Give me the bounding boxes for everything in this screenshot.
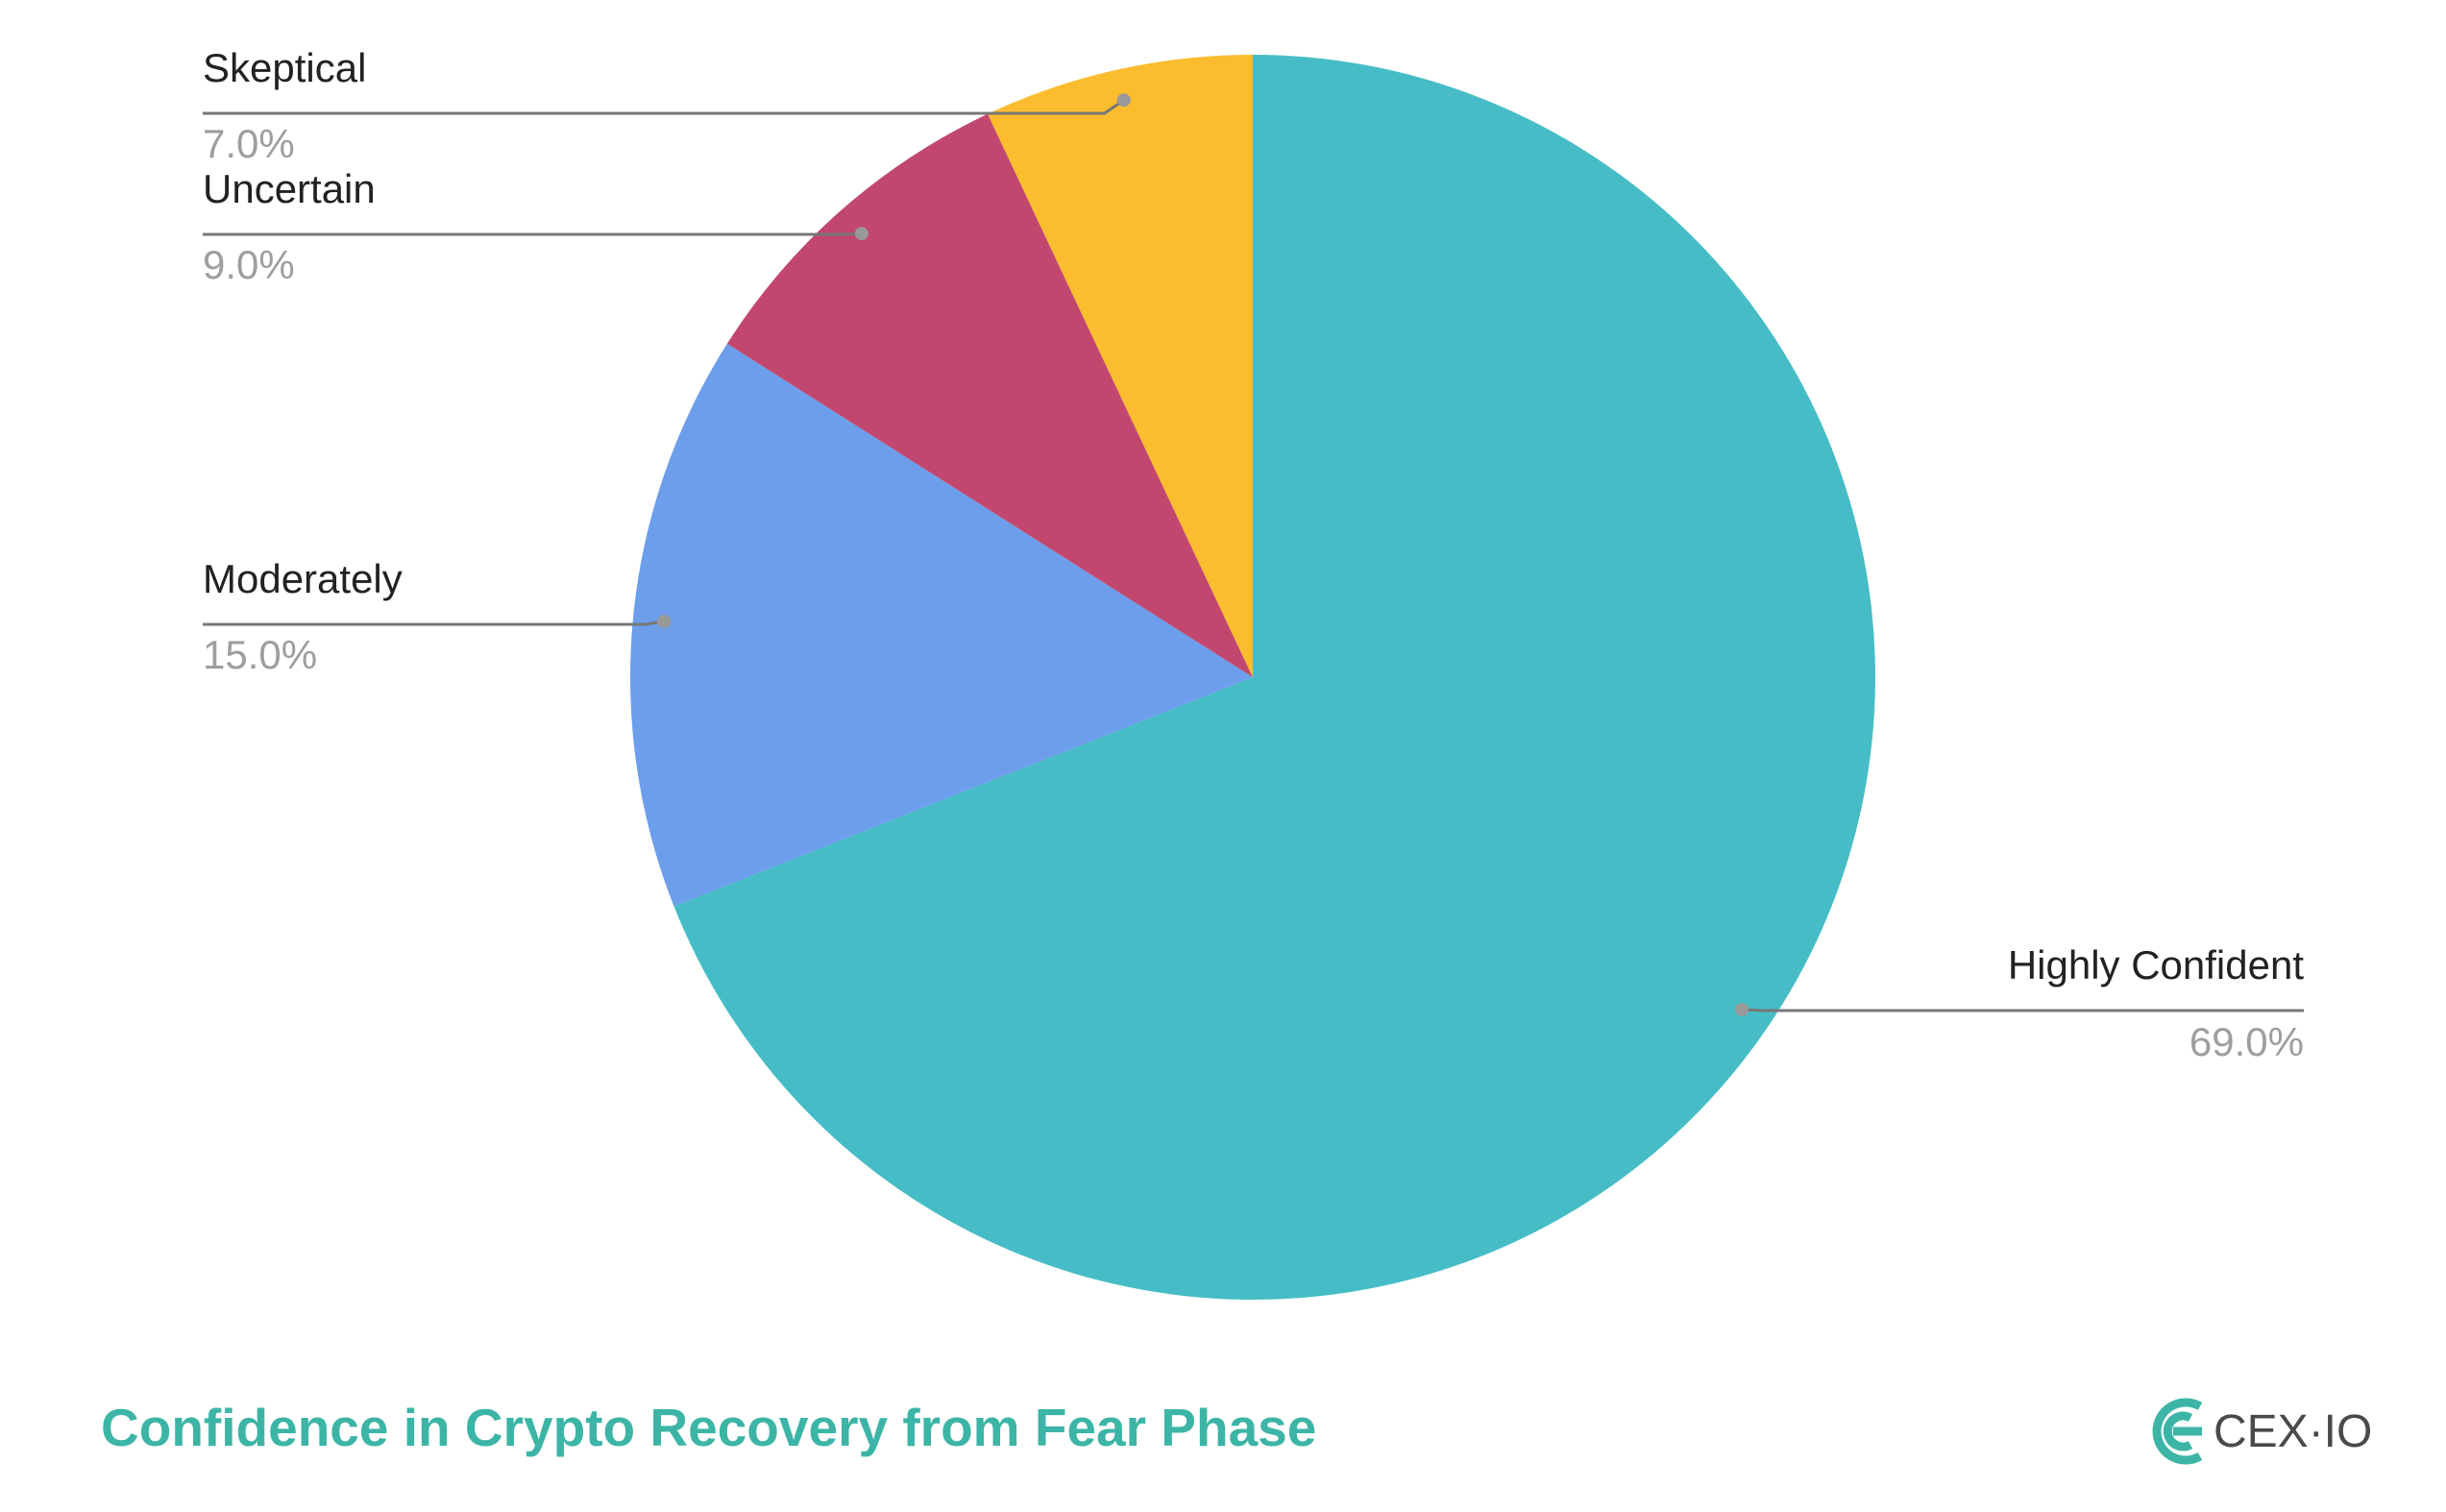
slice-label: Uncertain [203, 166, 376, 211]
leader-line [203, 232, 862, 236]
slice-value: 7.0% [203, 121, 295, 166]
leader-line [1742, 1008, 2304, 1012]
slice-label: Moderately [203, 556, 403, 601]
pie-slice [673, 55, 1875, 1300]
leader-dot [1116, 93, 1131, 108]
leader-line [203, 620, 665, 626]
pie-slice [630, 343, 1253, 907]
slice-value: 9.0% [203, 242, 295, 287]
leader-dot [657, 615, 672, 629]
pie-slice [988, 55, 1253, 677]
slice-value: 15.0% [203, 632, 317, 677]
logo-arc [2152, 1398, 2203, 1465]
logo-arc [2163, 1411, 2193, 1451]
slice-label: Skeptical [203, 45, 366, 90]
leader-dot [854, 227, 868, 241]
leader-line [203, 98, 1125, 115]
slice-value: 69.0% [2189, 1019, 2304, 1064]
logo-text: CEX·IO [2214, 1406, 2372, 1457]
slice-label: Highly Confident [2008, 942, 2305, 988]
leader-dot [1735, 1003, 1749, 1017]
logo-icon [2152, 1398, 2203, 1465]
pie-slice [726, 113, 1253, 678]
chart-title: Confidence in Crypto Recovery from Fear … [101, 1398, 1316, 1457]
